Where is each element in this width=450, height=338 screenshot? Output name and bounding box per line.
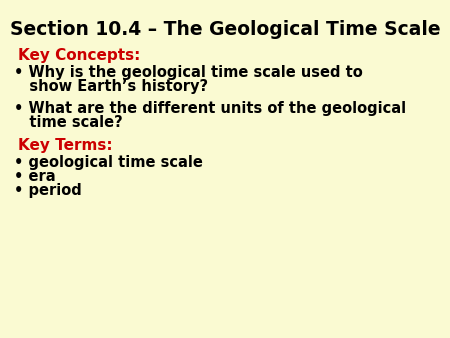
Text: • What are the different units of the geological: • What are the different units of the ge… xyxy=(14,101,406,116)
Text: show Earth’s history?: show Earth’s history? xyxy=(14,79,208,94)
Text: Key Concepts:: Key Concepts: xyxy=(18,48,140,63)
Text: • period: • period xyxy=(14,183,82,198)
Text: • Why is the geological time scale used to: • Why is the geological time scale used … xyxy=(14,65,363,80)
Text: • geological time scale: • geological time scale xyxy=(14,155,203,170)
Text: • era: • era xyxy=(14,169,56,184)
Text: time scale?: time scale? xyxy=(14,115,123,130)
Text: Section 10.4 – The Geological Time Scale: Section 10.4 – The Geological Time Scale xyxy=(10,20,441,39)
Text: Key Terms:: Key Terms: xyxy=(18,138,112,153)
